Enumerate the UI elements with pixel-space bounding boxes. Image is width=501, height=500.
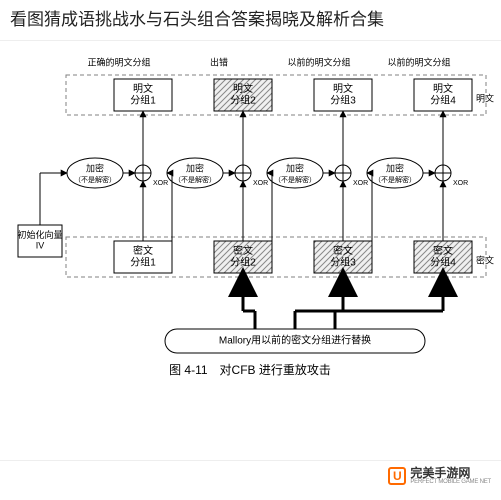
cfb-replay-diagram: 明文密文正确的明文分组出错以前的明文分组以前的明文分组明文分组1明文分组2明文分… [0,40,501,460]
svg-text:分组4: 分组4 [430,93,456,106]
svg-text:分组4: 分组4 [430,255,456,268]
svg-text:明文: 明文 [133,82,153,95]
footer: U 完美手游网 PERFECT MOBILE GAME NET [0,460,501,491]
svg-text:明文: 明文 [233,82,253,95]
svg-text:初始化向量: 初始化向量 [17,229,62,240]
svg-text:XOR: XOR [353,180,368,187]
svg-text:正确的明文分组: 正确的明文分组 [87,56,150,67]
svg-text:XOR: XOR [453,180,468,187]
svg-text:密文: 密文 [133,244,153,257]
logo-cn: 完美手游网 [410,467,491,479]
logo-en: PERFECT MOBILE GAME NET [410,479,491,485]
svg-text:明文: 明文 [476,92,494,103]
svg-text:密文: 密文 [476,254,494,265]
svg-text:明文: 明文 [433,82,453,95]
svg-text:以前的明文分组: 以前的明文分组 [287,56,350,67]
svg-text:加密: 加密 [86,162,104,173]
svg-text:明文: 明文 [333,82,353,95]
svg-text:（不是解密）: （不是解密） [274,175,316,184]
svg-text:XOR: XOR [153,180,168,187]
svg-text:IV: IV [36,240,45,250]
page-title: 看图猜成语挑战水与石头组合答案揭晓及解析合集 [0,0,501,40]
svg-text:分组3: 分组3 [330,93,356,106]
svg-text:（不是解密）: （不是解密） [74,175,116,184]
logo-icon: U [388,467,406,485]
svg-text:以前的明文分组: 以前的明文分组 [387,56,450,67]
svg-text:分组2: 分组2 [230,93,256,106]
site-logo: U 完美手游网 PERFECT MOBILE GAME NET [388,467,491,485]
svg-text:（不是解密）: （不是解密） [374,175,416,184]
svg-text:分组2: 分组2 [230,255,256,268]
svg-text:出错: 出错 [210,56,228,67]
svg-text:分组1: 分组1 [130,93,156,106]
svg-text:密文: 密文 [333,244,353,257]
svg-text:分组3: 分组3 [330,255,356,268]
svg-text:XOR: XOR [253,180,268,187]
svg-text:（不是解密）: （不是解密） [174,175,216,184]
svg-text:密文: 密文 [233,244,253,257]
svg-text:图 4-11 对CFB 进行重放攻击: 图 4-11 对CFB 进行重放攻击 [169,362,331,377]
svg-text:加密: 加密 [186,162,204,173]
svg-text:Mallory用以前的密文分组进行替换: Mallory用以前的密文分组进行替换 [219,333,371,346]
svg-text:密文: 密文 [433,244,453,257]
svg-text:加密: 加密 [386,162,404,173]
svg-text:加密: 加密 [286,162,304,173]
svg-text:分组1: 分组1 [130,255,156,268]
